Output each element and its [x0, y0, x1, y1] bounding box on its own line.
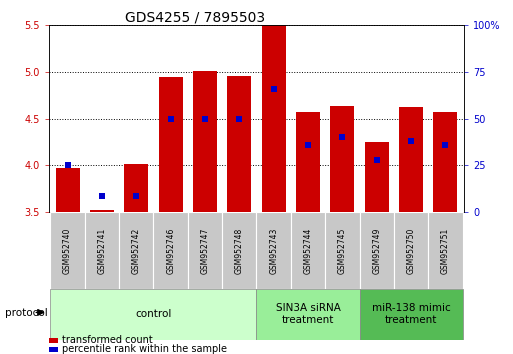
Text: GSM952749: GSM952749: [372, 227, 381, 274]
Text: transformed count: transformed count: [62, 335, 152, 345]
Text: GDS4255 / 7895503: GDS4255 / 7895503: [125, 11, 265, 25]
Bar: [153, 212, 188, 289]
Text: GSM952746: GSM952746: [166, 227, 175, 274]
Bar: [124, 164, 148, 212]
Bar: [262, 25, 286, 212]
Text: SIN3A siRNA
treatment: SIN3A siRNA treatment: [275, 303, 341, 325]
Bar: [85, 212, 119, 289]
Bar: [399, 107, 423, 212]
Text: GSM952750: GSM952750: [406, 227, 416, 274]
Text: protocol: protocol: [5, 308, 48, 318]
Bar: [256, 212, 291, 289]
Bar: [193, 71, 217, 212]
Text: GSM952742: GSM952742: [132, 227, 141, 274]
Bar: [188, 212, 222, 289]
Bar: [222, 212, 256, 289]
Text: control: control: [135, 309, 172, 319]
Bar: [90, 210, 114, 212]
Text: GSM952744: GSM952744: [304, 227, 312, 274]
Text: GSM952751: GSM952751: [441, 227, 450, 274]
Bar: [50, 289, 256, 340]
Bar: [296, 112, 320, 212]
Bar: [394, 212, 428, 289]
Bar: [360, 289, 463, 340]
Bar: [227, 76, 251, 212]
Text: GSM952743: GSM952743: [269, 227, 278, 274]
Bar: [159, 77, 183, 212]
Text: percentile rank within the sample: percentile rank within the sample: [62, 344, 227, 354]
Text: GSM952747: GSM952747: [201, 227, 209, 274]
Bar: [433, 112, 458, 212]
Bar: [50, 212, 85, 289]
Bar: [365, 142, 389, 212]
Text: GSM952745: GSM952745: [338, 227, 347, 274]
Bar: [325, 212, 360, 289]
Bar: [256, 289, 360, 340]
Bar: [119, 212, 153, 289]
Text: GSM952740: GSM952740: [63, 227, 72, 274]
Text: GSM952741: GSM952741: [97, 227, 107, 274]
Bar: [360, 212, 394, 289]
Bar: [330, 107, 354, 212]
Bar: [291, 212, 325, 289]
Bar: [55, 168, 80, 212]
Text: GSM952748: GSM952748: [235, 227, 244, 274]
Text: miR-138 mimic
treatment: miR-138 mimic treatment: [371, 303, 450, 325]
Bar: [428, 212, 463, 289]
